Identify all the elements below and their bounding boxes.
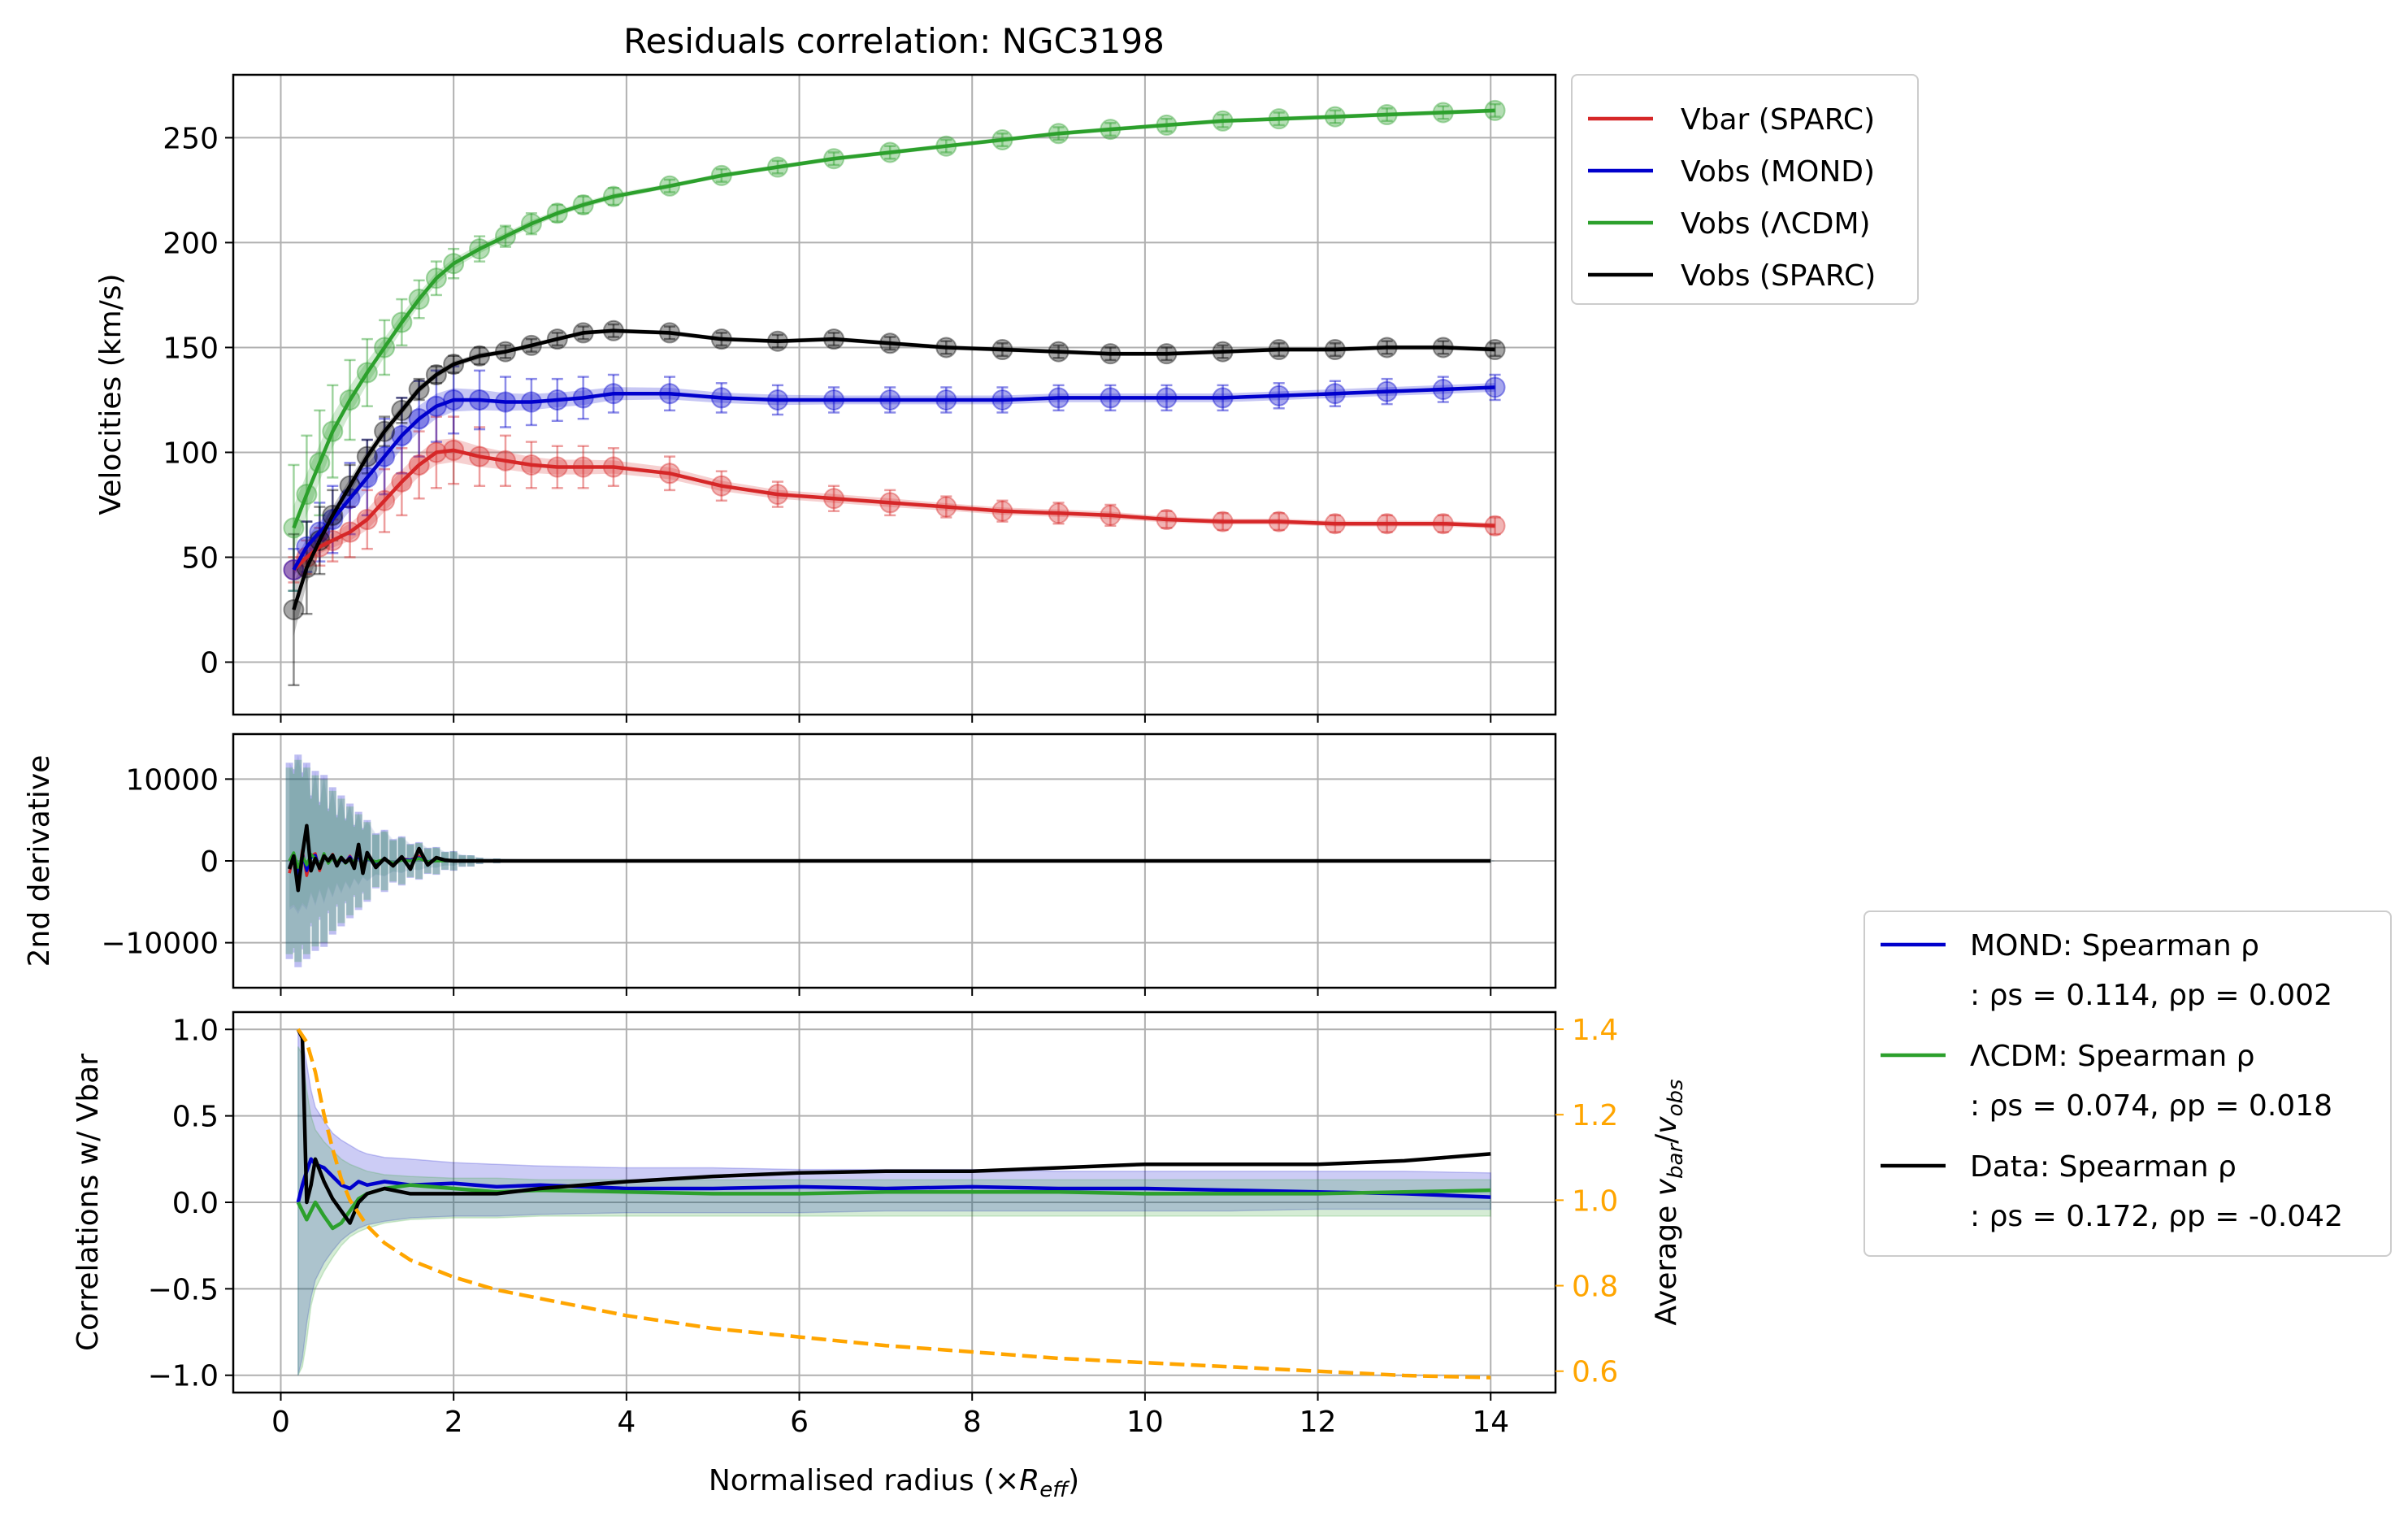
velocity-x-ticks (280, 715, 1492, 723)
y2-tick-label: 0.8 (1572, 1271, 1618, 1304)
legend-label-mond: Vobs (MOND) (1681, 155, 1875, 189)
y-tick-label: −1.0 (148, 1360, 219, 1393)
derivative-y-axis-label: 2nd derivative (23, 755, 56, 967)
velocity-y-axis-label: Velocities (km/s) (94, 273, 128, 515)
ratio-y-ticks: 0.6 0.8 1.0 1.2 1.4 (1555, 1014, 1618, 1389)
y2-tick-label: 1.2 (1572, 1099, 1618, 1132)
vbar-band (293, 438, 1495, 575)
x-tick-label: 2 (445, 1406, 463, 1439)
y-tick-label: 250 (163, 122, 219, 155)
correlation-x-ticks: 0 2 4 6 8 10 12 14 (271, 1393, 1509, 1439)
derivative-panel: −10000 0 10000 2nd derivative (23, 732, 1557, 996)
x-tick-label: 12 (1299, 1406, 1337, 1439)
lcdm-correlation-band (297, 1046, 1491, 1376)
velocity-legend-box (1571, 74, 1919, 305)
velocity-plot-frame (232, 73, 1557, 716)
x-tick-label: 4 (617, 1406, 636, 1439)
y2-tick-label: 1.4 (1572, 1014, 1618, 1047)
legend-label-lcdm: Vobs (ΛCDM) (1681, 207, 1871, 241)
x-axis-label: Normalised radius (×Reff) (709, 1464, 1079, 1502)
y-tick-label: 1.0 (172, 1014, 219, 1047)
correlation-y-ticks: −1.0 −0.5 0.0 0.5 1.0 (148, 1014, 233, 1393)
x-tick-label: 8 (963, 1406, 982, 1439)
correlation-bands (297, 1028, 1491, 1376)
y-tick-label: 50 (181, 541, 219, 575)
vbar-line (292, 448, 1495, 571)
ratio-line (296, 1028, 1491, 1380)
y-tick-label: 0 (200, 845, 219, 879)
correlation-legend: MOND: Spearman ρ : ρs = 0.114, ρp = 0.002… (1863, 910, 2392, 1257)
x-tick-label: 14 (1472, 1406, 1509, 1439)
legend-title-mond: MOND: Spearman ρ (1970, 929, 2259, 963)
ratio-y-axis-label: Average vbar/vobs (1650, 1079, 1688, 1325)
legend-title-lcdm: ΛCDM: Spearman ρ (1970, 1040, 2254, 1073)
correlation-lines (296, 1028, 1491, 1231)
y-tick-label: 0.0 (172, 1187, 219, 1220)
derivative-lines (287, 824, 1491, 893)
velocity-y-ticks: 0 50 100 150 200 250 (163, 122, 233, 680)
y-tick-label: 0 (200, 646, 219, 680)
legend-label-vbar: Vbar (SPARC) (1681, 103, 1875, 137)
x-tick-label: 10 (1126, 1406, 1164, 1439)
velocity-lines (292, 108, 1495, 611)
data-line (292, 328, 1495, 611)
lcdm-correlation-line (296, 1183, 1491, 1231)
correlation-panel: 0 2 4 6 8 10 12 14 −1.0 −0.5 0.0 0.5 1.0 0.6 0.8 1.0 1… (72, 910, 2392, 1502)
y-tick-label: −0.5 (148, 1273, 219, 1306)
y-tick-label: 100 (163, 437, 219, 470)
velocity-panel: 0 50 100 150 200 250 Residuals correlation: N… (94, 21, 1919, 723)
correlation-grid (233, 1012, 1555, 1393)
legend-stats-mond: : ρs = 0.114, ρp = 0.002 (1970, 979, 2332, 1012)
data-derivative-line (287, 824, 1491, 893)
legend-stats-data: : ρs = 0.172, ρp = -0.042 (1970, 1200, 2343, 1233)
data-correlation-line (296, 1028, 1491, 1225)
mond-correlation-band (297, 1028, 1491, 1375)
y-tick-label: −10000 (101, 928, 219, 961)
x-tick-label: 0 (271, 1406, 290, 1439)
ratio-dashed-line (296, 1028, 1491, 1380)
y-tick-label: 10000 (125, 763, 219, 797)
derivative-y-ticks: −10000 0 10000 (101, 763, 233, 961)
legend-stats-lcdm: : ρs = 0.074, ρp = 0.018 (1970, 1089, 2332, 1123)
y-tick-label: 200 (163, 227, 219, 260)
y-tick-label: 0.5 (172, 1101, 219, 1134)
correlation-legend-box (1863, 910, 2392, 1257)
chart-title: Residuals correlation: NGC3198 (623, 21, 1165, 61)
legend-label-data: Vobs (SPARC) (1681, 259, 1876, 293)
velocity-legend: Vbar (SPARC) Vobs (MOND) Vobs (ΛCDM) Vobs (… (1571, 74, 1919, 305)
derivative-x-ticks (280, 988, 1492, 996)
y-tick-label: 150 (163, 332, 219, 365)
y2-tick-label: 0.6 (1572, 1356, 1618, 1389)
velocity-grid (233, 75, 1555, 715)
legend-title-data: Data: Spearman ρ (1970, 1150, 2237, 1184)
y2-tick-label: 1.0 (1572, 1184, 1618, 1218)
mond-line (292, 385, 1495, 571)
velocity-bands (293, 108, 1495, 637)
correlation-y-axis-label: Correlations w/ Vbar (72, 1054, 105, 1351)
lcdm-line (292, 108, 1495, 529)
x-tick-label: 6 (790, 1406, 809, 1439)
